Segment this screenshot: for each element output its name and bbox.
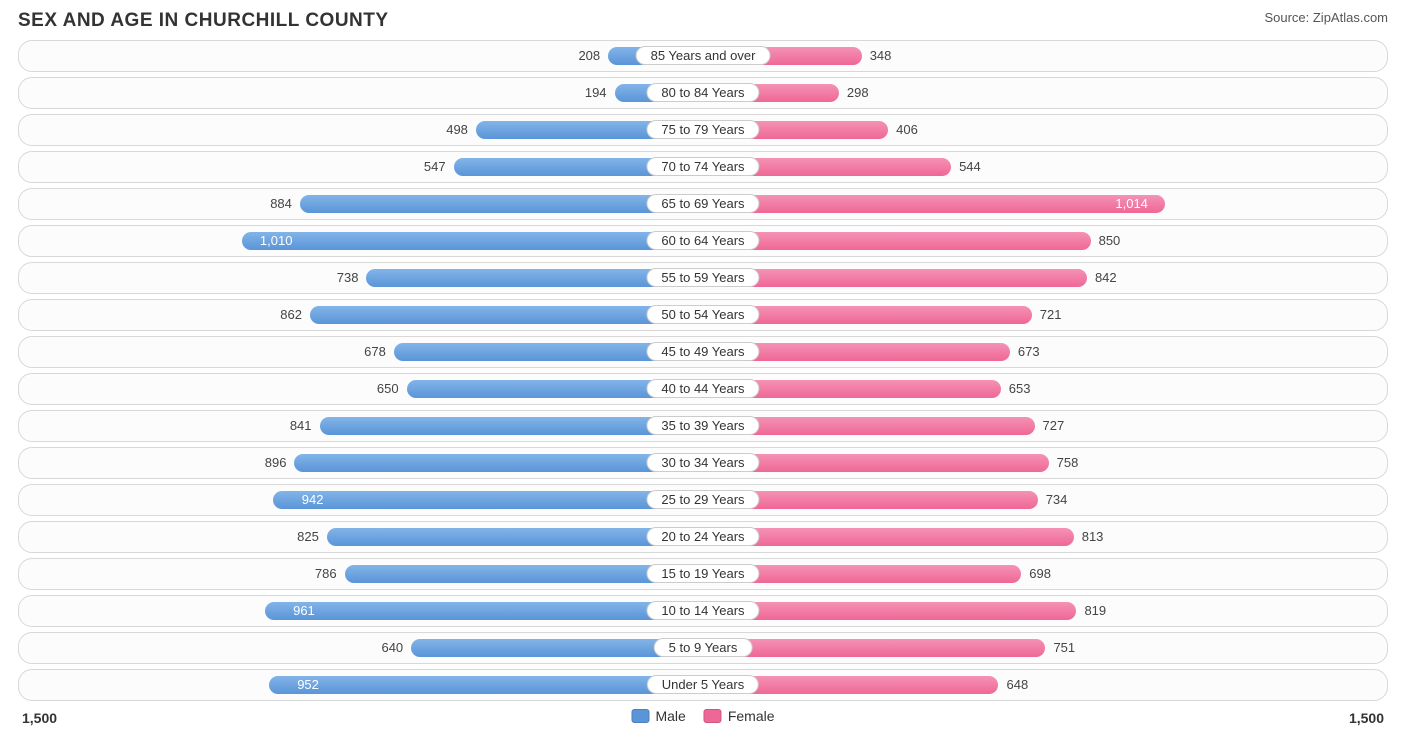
male-value-label: 678 — [364, 344, 386, 359]
female-bar — [703, 269, 1087, 287]
male-value-label: 961 — [293, 603, 315, 618]
chart-title: SEX AND AGE IN CHURCHILL COUNTY — [18, 10, 389, 32]
age-category-label: 75 to 79 Years — [646, 120, 759, 139]
male-bar — [273, 491, 703, 509]
male-value-label: 208 — [578, 48, 600, 63]
female-value-label: 698 — [1029, 566, 1051, 581]
age-category-label: 65 to 69 Years — [646, 194, 759, 213]
female-value-label: 298 — [847, 85, 869, 100]
axis-max-right: 1,500 — [1349, 710, 1384, 726]
pyramid-row: 40 to 44 Years 650 653 — [18, 373, 1388, 405]
male-bar — [294, 454, 703, 472]
age-category-label: 10 to 14 Years — [646, 601, 759, 620]
male-bar — [300, 195, 703, 213]
male-value-label: 952 — [297, 677, 319, 692]
axis-max-left: 1,500 — [22, 710, 57, 726]
age-category-label: 60 to 64 Years — [646, 231, 759, 250]
female-value-label: 721 — [1040, 307, 1062, 322]
legend-female-label: Female — [728, 708, 775, 724]
male-bar — [310, 306, 703, 324]
male-value-label: 547 — [424, 159, 446, 174]
chart-header: SEX AND AGE IN CHURCHILL COUNTY Source: … — [18, 10, 1388, 32]
female-value-label: 348 — [870, 48, 892, 63]
female-value-label: 751 — [1053, 640, 1075, 655]
female-value-label: 673 — [1018, 344, 1040, 359]
chart-footer: 1,500 Male Female 1,500 — [18, 706, 1388, 736]
male-value-label: 650 — [377, 381, 399, 396]
female-bar — [703, 639, 1045, 657]
age-category-label: 50 to 54 Years — [646, 305, 759, 324]
female-value-label: 727 — [1043, 418, 1065, 433]
male-value-label: 1,010 — [260, 233, 293, 248]
pyramid-row: 50 to 54 Years 862 721 — [18, 299, 1388, 331]
female-value-label: 758 — [1057, 455, 1079, 470]
male-bar — [242, 232, 703, 250]
pyramid-row: 30 to 34 Years 896 758 — [18, 447, 1388, 479]
male-value-label: 896 — [265, 455, 287, 470]
pyramid-row: Under 5 Years 952 648 — [18, 669, 1388, 701]
age-category-label: Under 5 Years — [647, 675, 759, 694]
age-category-label: 5 to 9 Years — [654, 638, 753, 657]
male-value-label: 640 — [381, 640, 403, 655]
female-swatch-icon — [704, 709, 722, 723]
pyramid-row: 20 to 24 Years 825 813 — [18, 521, 1388, 553]
pyramid-row: 80 to 84 Years 194 298 — [18, 77, 1388, 109]
female-value-label: 406 — [896, 122, 918, 137]
age-category-label: 45 to 49 Years — [646, 342, 759, 361]
population-pyramid-chart: 85 Years and over 208 348 80 to 84 Years 194… — [18, 40, 1388, 701]
legend-male-label: Male — [655, 708, 685, 724]
male-bar — [269, 676, 703, 694]
male-value-label: 194 — [585, 85, 607, 100]
female-value-label: 653 — [1009, 381, 1031, 396]
age-category-label: 35 to 39 Years — [646, 416, 759, 435]
pyramid-row: 25 to 29 Years 942 734 — [18, 484, 1388, 516]
age-category-label: 15 to 19 Years — [646, 564, 759, 583]
male-value-label: 738 — [337, 270, 359, 285]
male-swatch-icon — [631, 709, 649, 723]
male-value-label: 498 — [446, 122, 468, 137]
age-category-label: 70 to 74 Years — [646, 157, 759, 176]
pyramid-row: 45 to 49 Years 678 673 — [18, 336, 1388, 368]
pyramid-row: 70 to 74 Years 547 544 — [18, 151, 1388, 183]
female-value-label: 734 — [1046, 492, 1068, 507]
pyramid-row: 60 to 64 Years 1,010 850 — [18, 225, 1388, 257]
female-bar — [703, 195, 1165, 213]
pyramid-row: 55 to 59 Years 738 842 — [18, 262, 1388, 294]
female-value-label: 1,014 — [1115, 196, 1148, 211]
pyramid-row: 75 to 79 Years 498 406 — [18, 114, 1388, 146]
female-value-label: 544 — [959, 159, 981, 174]
age-category-label: 55 to 59 Years — [646, 268, 759, 287]
male-value-label: 786 — [315, 566, 337, 581]
pyramid-row: 65 to 69 Years 884 1,014 — [18, 188, 1388, 220]
male-value-label: 942 — [302, 492, 324, 507]
male-value-label: 825 — [297, 529, 319, 544]
pyramid-row: 85 Years and over 208 348 — [18, 40, 1388, 72]
male-value-label: 884 — [270, 196, 292, 211]
age-category-label: 25 to 29 Years — [646, 490, 759, 509]
pyramid-row: 5 to 9 Years 640 751 — [18, 632, 1388, 664]
female-value-label: 813 — [1082, 529, 1104, 544]
legend-male: Male — [631, 708, 685, 724]
age-category-label: 40 to 44 Years — [646, 379, 759, 398]
pyramid-row: 35 to 39 Years 841 727 — [18, 410, 1388, 442]
female-bar — [703, 232, 1091, 250]
male-value-label: 862 — [280, 307, 302, 322]
legend: Male Female — [631, 708, 774, 724]
male-bar — [265, 602, 703, 620]
age-category-label: 85 Years and over — [636, 46, 771, 65]
pyramid-row: 10 to 14 Years 961 819 — [18, 595, 1388, 627]
female-value-label: 850 — [1099, 233, 1121, 248]
female-value-label: 819 — [1084, 603, 1106, 618]
age-category-label: 20 to 24 Years — [646, 527, 759, 546]
age-category-label: 30 to 34 Years — [646, 453, 759, 472]
female-value-label: 842 — [1095, 270, 1117, 285]
age-category-label: 80 to 84 Years — [646, 83, 759, 102]
chart-source: Source: ZipAtlas.com — [1264, 10, 1388, 25]
male-value-label: 841 — [290, 418, 312, 433]
pyramid-row: 15 to 19 Years 786 698 — [18, 558, 1388, 590]
legend-female: Female — [704, 708, 775, 724]
female-value-label: 648 — [1006, 677, 1028, 692]
